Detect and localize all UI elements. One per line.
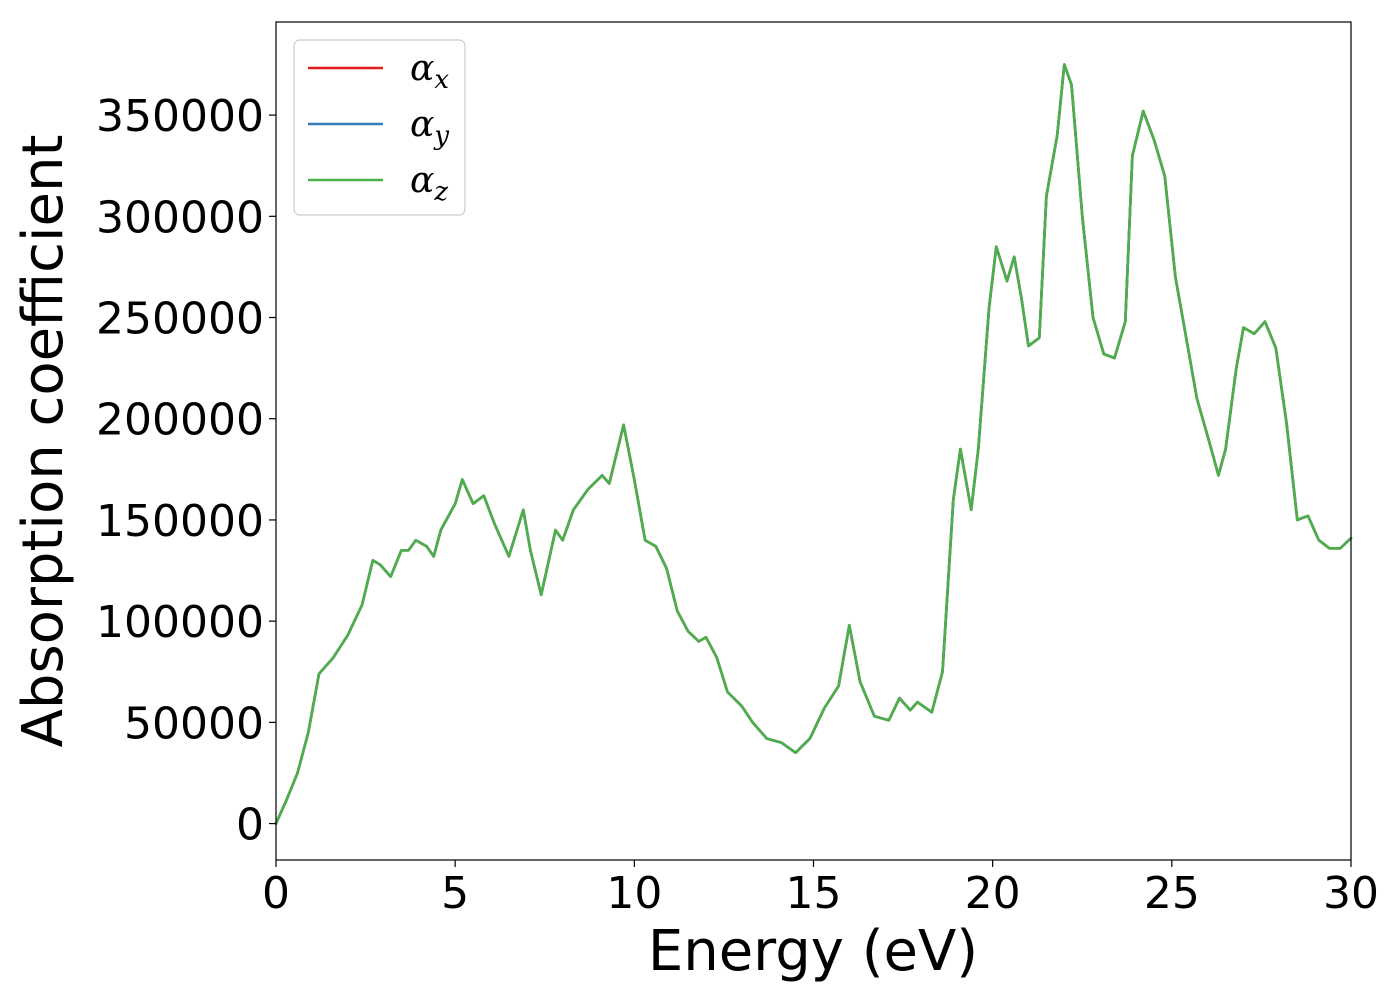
x-tick-label: 5	[441, 868, 469, 919]
x-tick-label: 10	[606, 868, 662, 919]
y-tick-label: 150000	[96, 496, 264, 547]
y-tick-label: 250000	[96, 294, 264, 345]
series-layer	[274, 63, 1353, 825]
legend-box	[293, 39, 466, 216]
x-tick-label: 25	[1144, 868, 1200, 919]
x-axis-ticks: 0 5 10 15 20 25 30	[262, 860, 1379, 919]
y-tick-label: 200000	[96, 395, 264, 446]
y-tick-label: 100000	[96, 597, 264, 648]
series-line-2	[274, 63, 1353, 825]
y-tick-label: 300000	[96, 192, 264, 243]
x-tick-label: 15	[786, 868, 842, 919]
y-axis-ticks: 0 50000 100000 150000 200000 250000 300000 3500…	[96, 91, 276, 851]
x-tick-label: 0	[262, 868, 290, 919]
x-axis-label: Energy (eV)	[648, 919, 978, 984]
y-axis-label: Absorption coefficient	[11, 135, 76, 748]
y-tick-label: 0	[236, 800, 264, 851]
x-tick-label: 30	[1323, 868, 1379, 919]
y-tick-label: 350000	[96, 91, 264, 142]
y-tick-label: 50000	[124, 698, 264, 749]
x-tick-label: 20	[965, 868, 1021, 919]
